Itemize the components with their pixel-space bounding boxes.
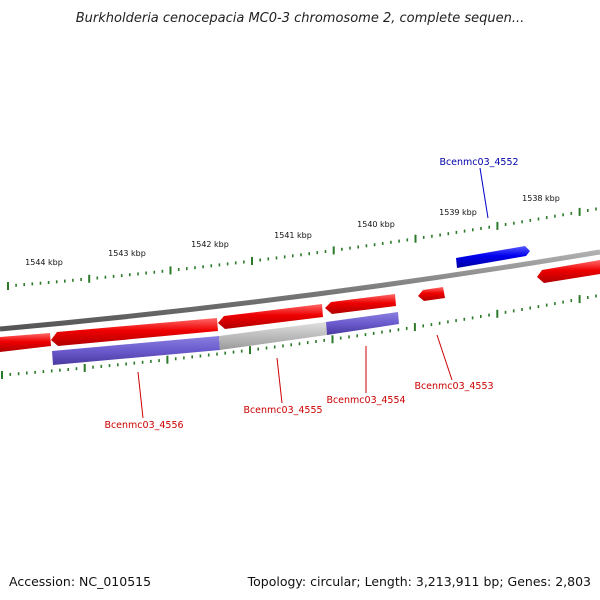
scale-label-1539: 1539 kbp	[439, 208, 477, 217]
topology-summary: Topology: circular; Length: 3,213,911 bp…	[247, 574, 591, 589]
gene-offscreen-left[interactable]	[0, 333, 51, 352]
gene-offscreen-right[interactable]	[537, 260, 600, 283]
inner-tick-ring	[1, 294, 597, 379]
cog-band-4554	[326, 312, 399, 335]
gene-bcenmc03-4554[interactable]	[325, 294, 396, 314]
cog-band-4555	[219, 322, 327, 350]
label-bcenmc03-4556[interactable]: Bcenmc03_4556	[104, 420, 183, 431]
label-bcenmc03-4553[interactable]: Bcenmc03_4553	[414, 381, 493, 392]
accession-text: Accession: NC_010515	[9, 574, 151, 589]
leader-line-4553	[436, 334, 453, 381]
cog-band-4556	[52, 336, 220, 365]
scale-label-1543: 1543 kbp	[108, 249, 146, 258]
scale-label-1542: 1542 kbp	[191, 240, 229, 249]
scale-label-1544: 1544 kbp	[25, 258, 63, 267]
leader-line-4556	[137, 371, 144, 419]
cog-bands	[52, 312, 399, 365]
scale-label-1540: 1540 kbp	[357, 220, 395, 229]
leader-line-4552	[479, 167, 489, 219]
scale-label-1538: 1538 kbp	[522, 194, 560, 203]
gene-bcenmc03-4556[interactable]	[51, 318, 218, 346]
chromosome-backbone	[0, 249, 600, 332]
scale-label-1541: 1541 kbp	[274, 231, 312, 240]
label-bcenmc03-4555[interactable]: Bcenmc03_4555	[243, 405, 322, 416]
forward-strand-genes	[456, 246, 600, 283]
gene-labels: Bcenmc03_4552 Bcenmc03_4553 Bcenmc03_455…	[104, 157, 518, 431]
gene-bcenmc03-4555[interactable]	[218, 304, 323, 329]
reverse-strand-genes	[0, 287, 445, 352]
gene-bcenmc03-4552[interactable]	[456, 246, 530, 268]
label-bcenmc03-4554[interactable]: Bcenmc03_4554	[326, 395, 405, 406]
map-title: Burkholderia cenocepacia MC0-3 chromosom…	[76, 11, 524, 26]
outer-tick-ring	[7, 207, 597, 290]
label-bcenmc03-4552[interactable]: Bcenmc03_4552	[439, 157, 518, 168]
leader-line-4555	[276, 357, 283, 404]
gene-bcenmc03-4553[interactable]	[418, 287, 445, 301]
scale-labels: 1544 kbp 1543 kbp 1542 kbp 1541 kbp 1540…	[25, 194, 560, 267]
